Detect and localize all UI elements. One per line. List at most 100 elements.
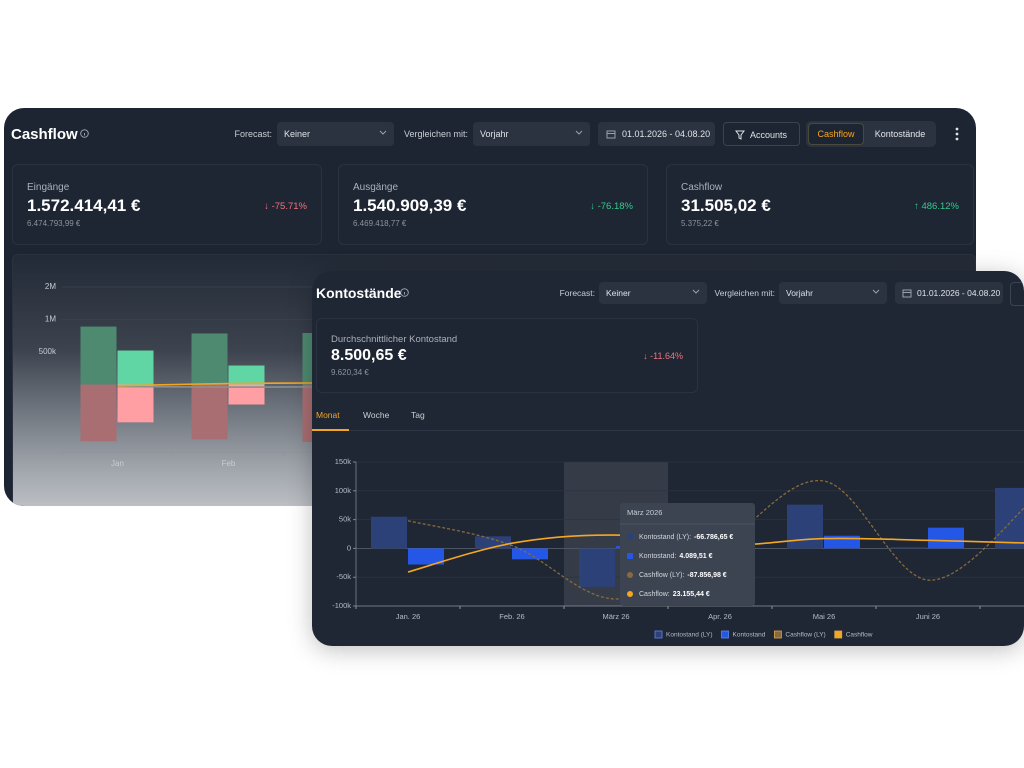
kpi-change: ↑ 486.12%	[914, 201, 959, 212]
tooltip-title: März 2026	[627, 508, 662, 517]
x-tick-label: Jan. 26	[396, 612, 421, 621]
date-text: 01.01.2026 - 04.08.20	[622, 129, 711, 139]
legend-label: Cashflow (LY)	[785, 632, 825, 639]
tooltip-label: Kontostand (LY):	[639, 534, 691, 541]
y-tick-label: -100k	[332, 601, 351, 610]
bar	[579, 548, 615, 587]
bar	[228, 384, 265, 405]
select-value: Keiner	[284, 129, 311, 139]
date-range[interactable]: 01.01.2026 - 04.08.20	[895, 282, 1003, 304]
tab[interactable]: Woche	[363, 410, 390, 420]
bar	[408, 548, 444, 565]
tooltip-value: -87.856,98 €	[687, 572, 726, 579]
kpi-change: ↓ -11.64%	[643, 351, 683, 361]
tab-underline	[312, 429, 349, 431]
date-range[interactable]: 01.01.2026 - 04.08.20	[598, 122, 715, 146]
forecast-label: Forecast:	[559, 288, 595, 298]
bar	[928, 527, 964, 549]
bar	[117, 350, 154, 385]
toggle-option[interactable]: Kontostände	[874, 129, 926, 139]
kpi-label: Durchschnittlicher Kontostand	[331, 334, 458, 345]
kpi-label: Ausgänge	[353, 182, 399, 193]
tooltip-label: Kontostand:	[639, 553, 676, 560]
accounts-button[interactable]	[1010, 282, 1024, 306]
compare-label: Vergleichen mit:	[403, 129, 468, 139]
bar	[995, 487, 1024, 549]
x-tick-label: Feb	[222, 459, 236, 468]
button-text: Accounts	[750, 130, 788, 140]
panel-title: Kontostände	[316, 285, 402, 301]
kpi-change: ↓ -75.71%	[264, 201, 307, 212]
legend-swatch	[654, 630, 663, 639]
forecast-select[interactable]: Keiner	[599, 282, 707, 304]
tab-divider	[312, 430, 1024, 431]
select-value: Vorjahr	[480, 129, 509, 139]
y-tick-label: 0	[347, 543, 351, 552]
compare-select[interactable]: Vorjahr	[779, 282, 887, 304]
balance-panel: Kontostände Forecast: Keiner Vergleichen…	[312, 271, 1024, 646]
info-icon[interactable]	[400, 288, 409, 297]
compare-select[interactable]: Vorjahr	[473, 122, 590, 146]
bar	[191, 384, 228, 440]
toggle-active[interactable]: Cashflow	[808, 123, 864, 145]
forecast-label: Forecast:	[234, 129, 272, 139]
tab[interactable]: Tag	[411, 410, 425, 420]
kpi-card: Eingänge 1.572.414,41 € 6.474.793,99 € ↓…	[12, 164, 322, 245]
legend-swatch	[773, 630, 782, 639]
select-value: Keiner	[606, 288, 631, 298]
bar	[228, 365, 265, 385]
tab-active[interactable]: Monat	[316, 410, 340, 420]
balance-chart: -100k -50k 0 50k 100k 150k Jan. 26 Feb. 26 März …	[332, 457, 1024, 639]
panel-title: Cashflow	[11, 126, 78, 143]
tooltip-swatch	[627, 591, 633, 597]
compare-label: Vergleichen mit:	[714, 288, 775, 298]
bar	[891, 547, 927, 549]
tooltip	[620, 503, 755, 606]
bar	[191, 333, 228, 385]
accounts-button[interactable]: Accounts	[723, 122, 800, 146]
bar	[80, 326, 117, 385]
legend-label: Kontostand (LY)	[666, 632, 713, 639]
kpi-value: 8.500,65 €	[331, 347, 407, 364]
kpi-value: 31.505,02 €	[681, 196, 771, 215]
x-tick-label: Mai 26	[813, 612, 836, 621]
bar	[371, 516, 407, 549]
y-tick-label: 100k	[335, 486, 352, 495]
x-tick-label: Apr. 26	[708, 612, 732, 621]
y-tick-label: 150k	[335, 457, 352, 466]
menu-dots[interactable]	[954, 126, 960, 142]
forecast-select[interactable]: Keiner	[277, 122, 394, 146]
date-text: 01.01.2026 - 04.08.20	[917, 288, 1001, 298]
tooltip-label: Cashflow (LY):	[639, 572, 684, 579]
kpi-card: Cashflow 31.505,02 € 5.375,22 € ↑ 486.12…	[666, 164, 974, 245]
y-tick-label: 50k	[339, 515, 351, 524]
kpi-previous: 6.474.793,99 €	[27, 219, 81, 228]
kpi-previous: 9.620,34 €	[331, 368, 369, 377]
x-tick-label: März 26	[602, 612, 629, 621]
tooltip-value: 4.089,51 €	[679, 553, 712, 560]
x-tick-label: Juni 26	[916, 612, 940, 621]
kpi-card: Ausgänge 1.540.909,39 € 6.469.418,77 € ↓…	[338, 164, 648, 245]
legend-swatch	[834, 630, 843, 639]
bar	[80, 384, 117, 442]
kpi-value: 1.572.414,41 €	[27, 196, 141, 215]
bar	[787, 504, 823, 549]
tooltip-swatch	[627, 553, 633, 559]
tooltip-value: -66.786,65 €	[694, 534, 733, 541]
y-tick-label: 1M	[45, 315, 56, 324]
tooltip-swatch	[627, 534, 633, 540]
kpi-card: Durchschnittlicher Kontostand 8.500,65 €…	[316, 318, 698, 393]
tooltip-label: Cashflow:	[639, 591, 670, 598]
y-tick-label: 2M	[45, 282, 56, 291]
line	[117, 385, 340, 388]
line	[407, 480, 1024, 600]
x-tick-label: Jan	[111, 459, 124, 468]
info-icon[interactable]	[80, 129, 89, 138]
kpi-previous: 6.469.418,77 €	[353, 219, 407, 228]
legend-label: Cashflow	[846, 632, 873, 639]
x-tick-label: Feb. 26	[499, 612, 524, 621]
kpi-label: Eingänge	[27, 182, 70, 193]
bar	[824, 535, 860, 549]
